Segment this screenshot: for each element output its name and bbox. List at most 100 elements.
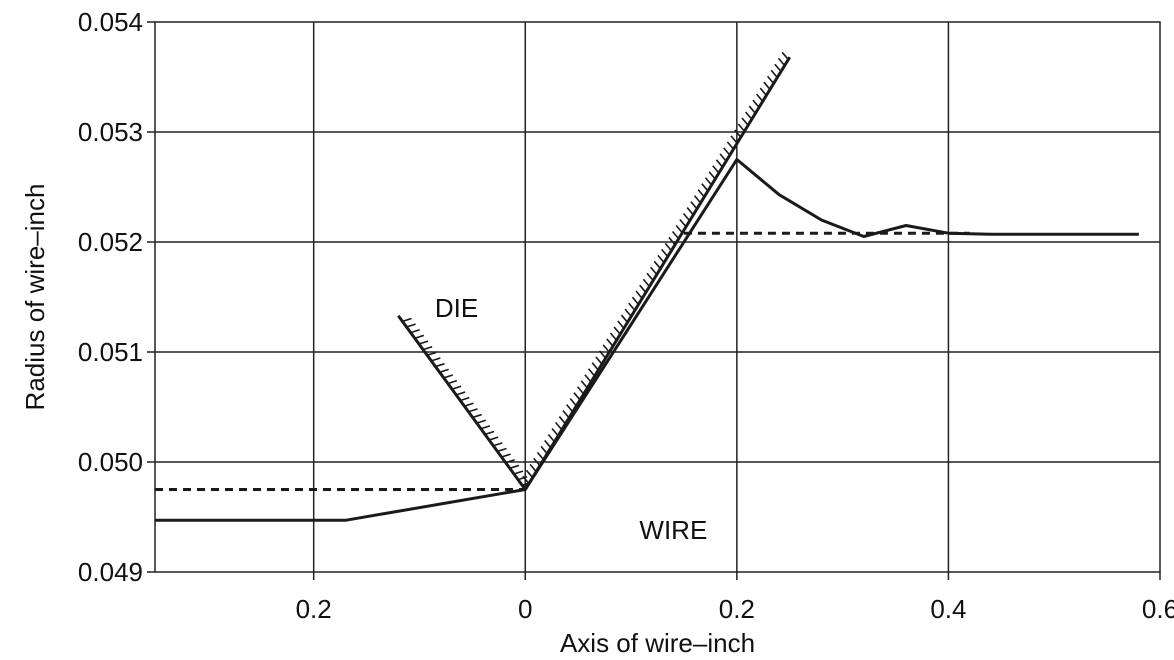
hatch-mark <box>639 284 647 293</box>
hatch-mark <box>464 402 474 407</box>
hatch-mark <box>595 356 603 365</box>
hatch-mark <box>770 69 778 79</box>
hatch-mark <box>719 153 727 162</box>
hatch-mark <box>555 422 563 431</box>
hatch-mark <box>422 345 433 351</box>
hatch-mark <box>737 123 746 132</box>
hatch-mark <box>686 207 694 216</box>
hatch-mark <box>455 391 466 396</box>
hatch-mark <box>573 392 581 401</box>
hatch-mark <box>741 117 749 126</box>
y-tick-label: 0.051 <box>78 337 143 367</box>
x-tick-label: 0.2 <box>719 594 755 624</box>
hatch-mark <box>701 183 709 192</box>
die-wall-line <box>397 314 532 491</box>
x-tick-label: 0.6 <box>1142 594 1174 624</box>
hatch-mark <box>777 57 786 67</box>
hatch-mark <box>759 87 767 96</box>
hatch-mark <box>484 430 495 436</box>
wire-profile-line <box>155 158 1139 522</box>
hatch-mark <box>598 350 607 359</box>
hatch-mark <box>613 326 621 335</box>
hatch-mark <box>439 368 449 373</box>
hatch-mark <box>642 278 651 287</box>
hatch-mark <box>693 195 702 204</box>
hatch-mark <box>544 439 552 449</box>
hatch-mark <box>451 385 462 390</box>
hatch-mark <box>476 419 487 424</box>
hatch-mark <box>624 308 632 317</box>
hatch-mark <box>402 317 412 323</box>
hatch-mark <box>715 159 724 168</box>
hatch-mark <box>587 368 596 377</box>
hatch-mark <box>653 260 662 270</box>
tick-labels: 0.2 0 0.2 0.4 0.6 0.049 0.050 0.051 0.052 0.053 0.… <box>78 7 1174 624</box>
hatch-mark <box>704 177 713 186</box>
hatch-mark <box>501 453 511 458</box>
hatch-mark <box>406 323 416 328</box>
x-tick-label: 0 <box>518 594 532 624</box>
hatch-mark <box>755 93 764 102</box>
annotations: DIE WIRE <box>435 293 707 545</box>
hatch-mark <box>435 362 445 368</box>
hatch-mark <box>781 51 789 61</box>
x-axis-title: Axis of wire–inch <box>560 628 755 658</box>
hatch-mark <box>480 425 491 430</box>
y-tick-label: 0.053 <box>78 117 143 147</box>
hatch-mark <box>690 201 698 210</box>
hatch-mark <box>679 218 687 228</box>
hatch-mark <box>591 362 599 371</box>
hatch-mark <box>410 329 420 334</box>
hatch-mark <box>551 427 559 437</box>
hatch-mark <box>525 469 534 479</box>
hatch-mark <box>533 457 541 467</box>
hatch-mark <box>668 236 676 246</box>
hatch-mark <box>763 81 771 90</box>
annotation-die: DIE <box>435 293 478 323</box>
hatch-mark <box>569 398 578 407</box>
annotation-wire: WIRE <box>639 515 707 545</box>
hatch-mark <box>650 266 658 276</box>
y-tick-label: 0.049 <box>78 557 143 587</box>
hatch-mark <box>723 147 731 156</box>
hatch-mark <box>697 189 705 198</box>
hatch-mark <box>752 99 760 108</box>
hatch-mark <box>774 63 782 73</box>
hatch-mark <box>671 230 680 240</box>
y-axis-title: Radius of wire–inch <box>20 184 50 411</box>
hatch-mark <box>682 213 691 222</box>
hatch-mark <box>620 314 629 323</box>
hatch-mark <box>748 105 757 114</box>
hatch-mark <box>536 451 545 461</box>
y-tick-label: 0.050 <box>78 447 143 477</box>
hatch-mark <box>708 171 716 180</box>
hatch-mark <box>431 357 441 362</box>
hatch-mark <box>562 410 570 419</box>
hatch-mark <box>745 111 753 120</box>
hatch-mark <box>635 290 643 299</box>
y-tick-label: 0.052 <box>78 227 143 257</box>
hatch-mark <box>730 135 738 144</box>
hatch-mark <box>497 447 507 453</box>
y-tick-label: 0.054 <box>78 7 143 37</box>
hatch-mark <box>460 396 470 402</box>
hatch-mark <box>631 296 640 305</box>
hatch-mark <box>522 475 530 485</box>
hatch-mark <box>443 374 454 379</box>
hatch-mark <box>513 470 524 475</box>
hatch-mark <box>529 463 537 473</box>
hatch-mark <box>472 413 482 419</box>
hatch-mark <box>628 302 636 311</box>
x-tick-label: 0.2 <box>296 594 332 624</box>
die-wall-line <box>522 51 792 491</box>
hatch-mark <box>766 75 775 84</box>
hatch-mark <box>609 332 618 341</box>
hatch-mark <box>540 445 548 455</box>
series-layer <box>155 51 1139 522</box>
hatch-mark <box>580 380 588 389</box>
hatch-mark <box>664 242 672 252</box>
hatch-mark <box>675 224 683 234</box>
hatch-mark <box>468 408 478 413</box>
x-tick-label: 0.4 <box>930 594 966 624</box>
